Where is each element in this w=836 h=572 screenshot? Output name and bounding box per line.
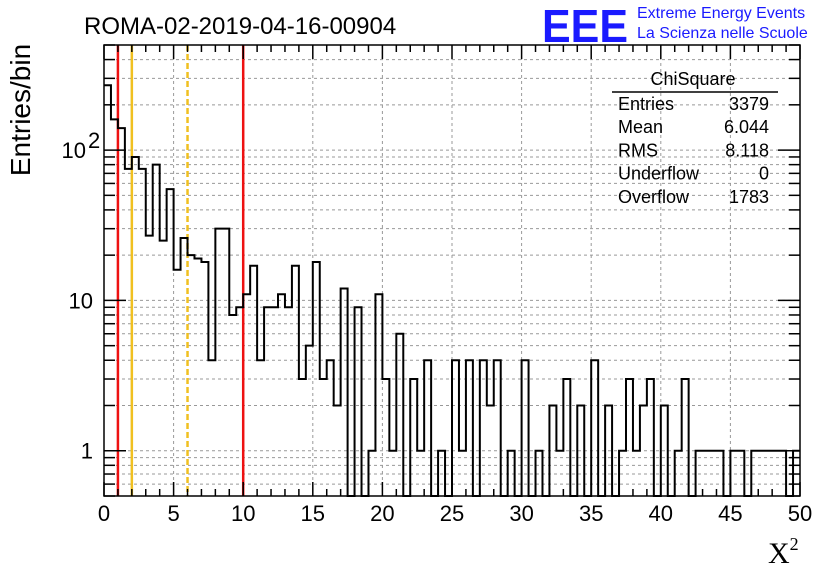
stats-label: RMS (618, 140, 658, 160)
eee-logo: EEE Extreme Energy Events La Scienza nel… (542, 0, 808, 52)
stats-value: 3379 (729, 94, 769, 114)
x-tick-label: 40 (649, 501, 673, 526)
x-tick-labels: 0 5 10 15 20 25 30 35 40 45 50 (98, 501, 812, 526)
y-tick-label: 10 (62, 138, 86, 163)
x-tick-label: 45 (718, 501, 742, 526)
axis-ticks (103, 44, 801, 497)
x-tick-label: 20 (370, 501, 394, 526)
x-tick-label: 35 (579, 501, 603, 526)
x-tick-label: 30 (509, 501, 533, 526)
x-axis-title: X2 (768, 534, 799, 570)
x-tick-label: 10 (231, 501, 255, 526)
stats-value: 0 (759, 164, 769, 184)
stats-title: ChiSquare (650, 69, 735, 89)
y-axis-title: Entries/bin (5, 44, 36, 176)
x-tick-label: 50 (788, 501, 812, 526)
stats-value: 1783 (729, 187, 769, 207)
stats-label: Mean (618, 117, 663, 137)
x-tick-label: 0 (98, 501, 110, 526)
logo-line-2: La Scienza nelle Scuole (637, 25, 808, 42)
y-tick-label-exponent: 2 (88, 128, 100, 153)
stats-box: ChiSquare Entries 3379 Mean 6.044 RMS 8.118 Un… (612, 69, 778, 207)
x-tick-label: 15 (301, 501, 325, 526)
y-tick-label: 1 (81, 439, 93, 464)
chart-title: ROMA-02-2019-04-16-00904 (84, 13, 396, 40)
y-tick-label: 10 (69, 288, 93, 313)
x-tick-label: 25 (440, 501, 464, 526)
logo-mark: EEE (542, 0, 628, 52)
stats-label: Entries (618, 94, 674, 114)
stats-value: 8.118 (725, 140, 769, 160)
stats-label: Underflow (618, 164, 700, 184)
stats-value: 6.044 (724, 117, 769, 137)
logo-line-1: Extreme Energy Events (637, 5, 805, 22)
x-tick-label: 5 (167, 501, 179, 526)
histogram-outline (104, 84, 800, 497)
stats-label: Overflow (618, 187, 690, 207)
stats-rows: Entries 3379 Mean 6.044 RMS 8.118 Underflow 0 Ov… (618, 94, 769, 207)
